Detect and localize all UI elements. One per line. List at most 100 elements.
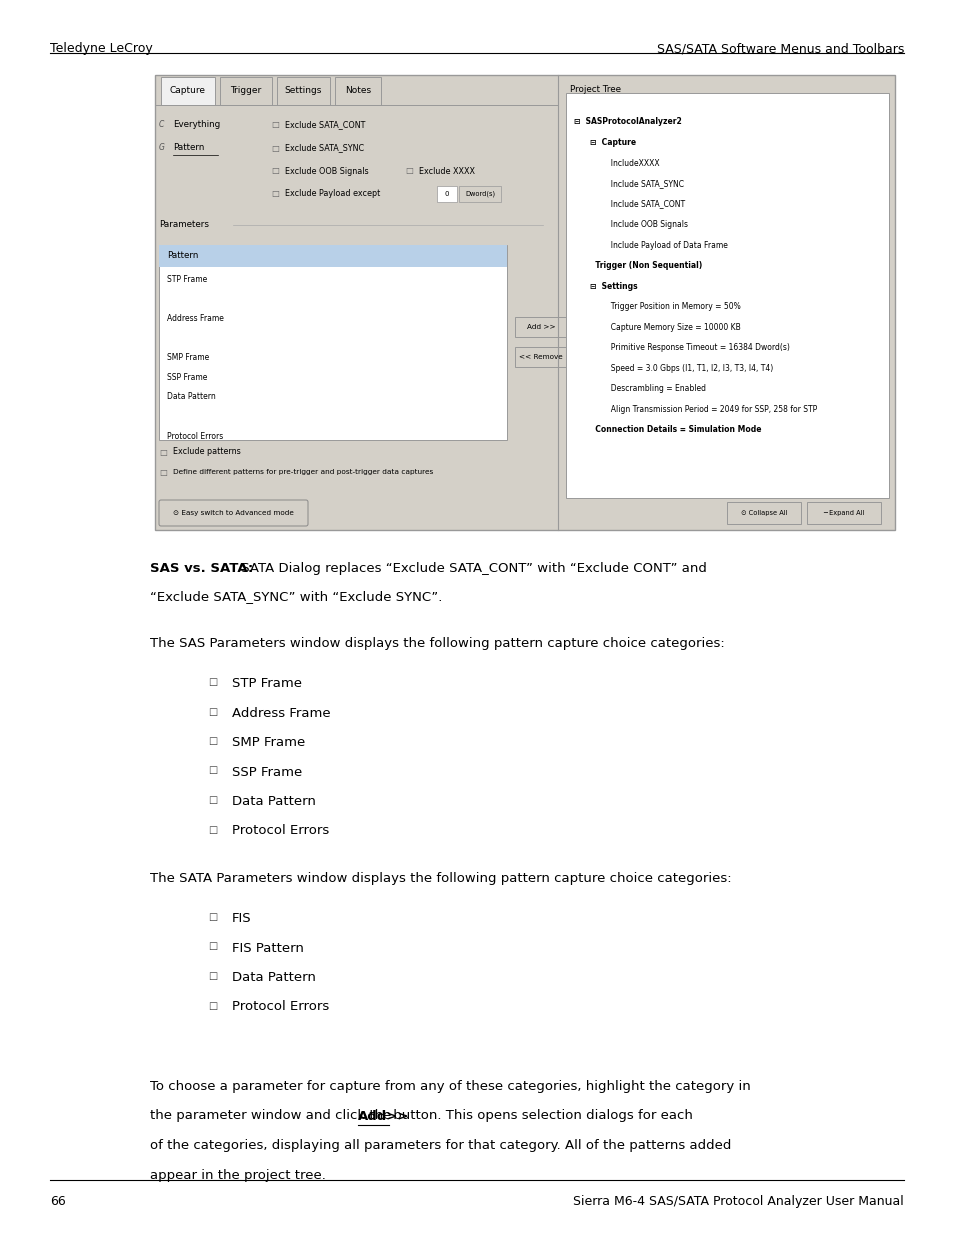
Text: □: □ (208, 736, 217, 746)
Text: 0: 0 (444, 191, 449, 198)
Text: ─ Expand All: ─ Expand All (822, 510, 863, 516)
Text: □: □ (271, 121, 278, 130)
Text: ⊟  Settings: ⊟ Settings (590, 282, 638, 290)
FancyBboxPatch shape (515, 347, 567, 368)
Text: Protocol Errors: Protocol Errors (232, 825, 329, 837)
Text: □: □ (208, 941, 217, 951)
Text: FIS Pattern: FIS Pattern (232, 941, 304, 955)
Text: □: □ (159, 447, 167, 457)
Text: Exclude XXXX: Exclude XXXX (418, 167, 475, 175)
Bar (159, 245, 507, 440)
Text: Data Pattern: Data Pattern (232, 795, 315, 808)
Text: STP Frame: STP Frame (167, 275, 207, 284)
Text: □: □ (208, 677, 217, 687)
Text: □: □ (208, 706, 217, 716)
Text: Exclude OOB Signals: Exclude OOB Signals (285, 167, 368, 175)
FancyBboxPatch shape (220, 77, 272, 105)
Text: Dword(s): Dword(s) (464, 190, 495, 198)
Text: appear in the project tree.: appear in the project tree. (150, 1168, 326, 1182)
Text: Align Transmission Period = 2049 for SSP, 258 for STP: Align Transmission Period = 2049 for SSP… (606, 405, 817, 414)
Text: Trigger Position in Memory = 50%: Trigger Position in Memory = 50% (606, 303, 740, 311)
Text: Add>>: Add>> (358, 1109, 410, 1123)
Text: Include SATA_SYNC: Include SATA_SYNC (606, 179, 683, 188)
Text: Speed = 3.0 Gbps (I1, T1, I2, I3, T3, I4, T4): Speed = 3.0 Gbps (I1, T1, I2, I3, T3, I4… (606, 363, 773, 373)
Text: C: C (159, 121, 164, 130)
Bar (159, 245, 507, 267)
Text: SSP Frame: SSP Frame (232, 766, 302, 778)
FancyBboxPatch shape (726, 501, 801, 524)
Text: Pattern: Pattern (167, 252, 198, 261)
Text: □: □ (271, 189, 278, 199)
Text: □: □ (208, 795, 217, 805)
Text: << Remove: << Remove (518, 354, 562, 361)
Text: Teledyne LeCroy: Teledyne LeCroy (50, 42, 152, 56)
Text: Pattern: Pattern (172, 143, 204, 152)
Text: □: □ (208, 1000, 217, 1010)
Text: Exclude SATA_CONT: Exclude SATA_CONT (285, 121, 365, 130)
Text: IncludeXXXX: IncludeXXXX (606, 158, 659, 168)
FancyBboxPatch shape (159, 500, 308, 526)
Text: Include SATA_CONT: Include SATA_CONT (606, 200, 684, 209)
Text: SATA Dialog replaces “Exclude SATA_CONT” with “Exclude CONT” and: SATA Dialog replaces “Exclude SATA_CONT”… (236, 562, 706, 576)
Text: □: □ (208, 766, 217, 776)
Bar (154, 75, 894, 530)
FancyBboxPatch shape (276, 77, 330, 105)
Text: To choose a parameter for capture from any of these categories, highlight the ca: To choose a parameter for capture from a… (150, 1079, 750, 1093)
Text: ⊙ Collapse All: ⊙ Collapse All (740, 510, 786, 516)
Text: “Exclude SATA_SYNC” with “Exclude SYNC”.: “Exclude SATA_SYNC” with “Exclude SYNC”. (150, 590, 442, 604)
Text: □: □ (405, 167, 413, 175)
Text: Address Frame: Address Frame (167, 315, 224, 324)
Text: Everything: Everything (172, 121, 220, 130)
Text: Capture: Capture (170, 86, 206, 95)
Text: Address Frame: Address Frame (232, 706, 331, 720)
Text: SAS vs. SATA:: SAS vs. SATA: (150, 562, 253, 576)
Text: Notes: Notes (345, 86, 371, 95)
Text: FIS: FIS (232, 911, 252, 925)
Text: □: □ (208, 911, 217, 923)
Text: STP Frame: STP Frame (232, 677, 302, 690)
Text: □: □ (208, 825, 217, 835)
Text: The SAS Parameters window displays the following pattern capture choice categori: The SAS Parameters window displays the f… (150, 637, 724, 650)
Text: ⊟  SASProtocolAnalyzer2: ⊟ SASProtocolAnalyzer2 (574, 117, 681, 126)
Text: □: □ (208, 971, 217, 981)
Text: 66: 66 (50, 1195, 66, 1208)
Text: □: □ (271, 143, 278, 152)
Bar (436, 186, 456, 203)
FancyBboxPatch shape (458, 186, 500, 203)
Text: Primitive Response Timeout = 16384 Dword(s): Primitive Response Timeout = 16384 Dword… (606, 343, 789, 352)
Text: the parameter window and click the: the parameter window and click the (150, 1109, 395, 1123)
Text: Exclude SATA_SYNC: Exclude SATA_SYNC (285, 143, 364, 152)
FancyBboxPatch shape (335, 77, 380, 105)
Text: SSP Frame: SSP Frame (167, 373, 207, 382)
Text: Exclude patterns: Exclude patterns (172, 447, 240, 457)
FancyBboxPatch shape (806, 501, 880, 524)
FancyBboxPatch shape (515, 317, 567, 337)
Text: G: G (159, 143, 165, 152)
Text: Include OOB Signals: Include OOB Signals (606, 220, 687, 228)
Text: Define different patterns for pre-trigger and post-trigger data captures: Define different patterns for pre-trigge… (172, 469, 433, 475)
Text: SAS/SATA Software Menus and Toolbars: SAS/SATA Software Menus and Toolbars (656, 42, 903, 56)
Text: Sierra M6-4 SAS/SATA Protocol Analyzer User Manual: Sierra M6-4 SAS/SATA Protocol Analyzer U… (573, 1195, 903, 1208)
Text: SMP Frame: SMP Frame (232, 736, 305, 748)
Text: Add >>: Add >> (526, 325, 555, 331)
Text: ⊟  Capture: ⊟ Capture (590, 138, 636, 147)
Text: Exclude Payload except: Exclude Payload except (285, 189, 380, 199)
Bar (566, 93, 888, 498)
Text: Protocol Errors: Protocol Errors (232, 1000, 329, 1014)
Text: Trigger (Non Sequential): Trigger (Non Sequential) (590, 261, 701, 270)
Text: Include Payload of Data Frame: Include Payload of Data Frame (606, 241, 727, 249)
Text: Data Pattern: Data Pattern (232, 971, 315, 984)
Text: ⊙ Easy switch to Advanced mode: ⊙ Easy switch to Advanced mode (172, 510, 294, 516)
Text: Settings: Settings (285, 86, 322, 95)
Text: Data Pattern: Data Pattern (167, 393, 215, 401)
Text: □: □ (159, 468, 167, 477)
Text: Trigger: Trigger (230, 86, 261, 95)
Text: Descrambling = Enabled: Descrambling = Enabled (606, 384, 705, 393)
Text: button. This opens selection dialogs for each: button. This opens selection dialogs for… (389, 1109, 693, 1123)
Text: Connection Details = Simulation Mode: Connection Details = Simulation Mode (590, 425, 761, 433)
Text: of the categories, displaying all parameters for that category. All of the patte: of the categories, displaying all parame… (150, 1139, 731, 1152)
Text: Protocol Errors: Protocol Errors (167, 431, 223, 441)
Text: Project Tree: Project Tree (570, 85, 620, 95)
FancyBboxPatch shape (161, 77, 214, 105)
Text: Capture Memory Size = 10000 KB: Capture Memory Size = 10000 KB (606, 322, 740, 331)
